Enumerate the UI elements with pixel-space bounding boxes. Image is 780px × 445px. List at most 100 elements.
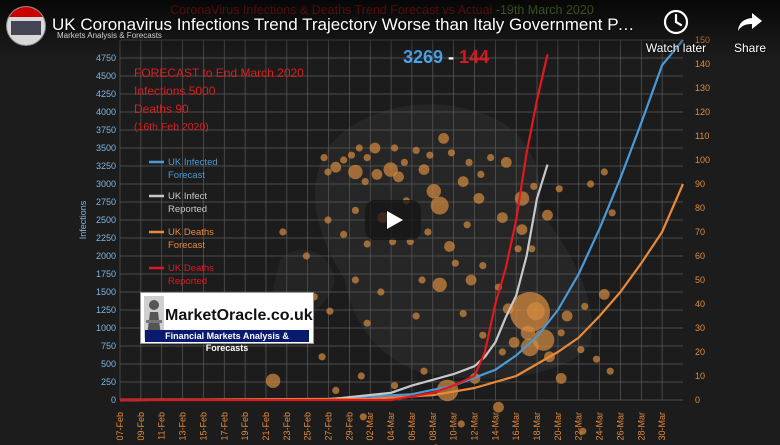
x-tick-label: 17-Feb	[219, 412, 229, 441]
share-arrow-icon	[738, 13, 762, 31]
map-bubble	[330, 161, 342, 173]
map-bubble	[600, 168, 608, 176]
x-tick-label: 07-Feb	[115, 412, 125, 441]
x-tick-label: 16-Mar	[511, 412, 521, 441]
map-bubble	[351, 276, 359, 284]
map-bubble	[412, 146, 420, 154]
x-tick-label: 11-Feb	[157, 412, 167, 440]
clock-icon	[663, 9, 689, 35]
x-tick-label: 04-Mar	[386, 412, 396, 441]
left-tick-label: 4500	[96, 71, 116, 81]
map-bubble	[357, 372, 365, 380]
x-axis: 07-Feb 09-Feb 11-Feb 13-Feb 15-Feb 17-Feb 19-F…	[115, 412, 667, 441]
video-title[interactable]: UK Coronavirus Infections Trend Trajecto…	[52, 15, 642, 34]
left-tick-label: 3750	[96, 125, 116, 135]
map-bubble	[498, 348, 506, 356]
map-bubble	[426, 151, 434, 159]
map-bubble	[465, 274, 477, 286]
series-line-uk-infected-forecast	[119, 39, 684, 402]
left-axis: 0 250 500 750 1000 1250 1500 1750 2000 2250 2500 27…	[78, 53, 116, 405]
x-tick-label: 20-Mar	[553, 412, 563, 441]
right-tick-label: 110	[695, 131, 709, 141]
map-bubble	[528, 245, 536, 253]
map-bubble	[369, 142, 381, 154]
right-tick-label: 120	[695, 107, 710, 117]
left-tick-label: 3000	[96, 179, 116, 189]
map-bubble	[302, 252, 310, 260]
share-button[interactable]: Share	[715, 8, 780, 55]
map-bubble	[363, 154, 371, 162]
map-bubble	[447, 149, 456, 157]
map-bubble	[326, 307, 334, 315]
legend: UK Infected Forecast UK Infect Reported UK D…	[149, 157, 218, 287]
map-bubble	[451, 259, 459, 267]
map-bubble	[426, 184, 441, 199]
map-bubble	[555, 373, 567, 384]
legend-label: Reported	[168, 276, 207, 287]
left-tick-label: 0	[111, 395, 116, 405]
map-bubble	[324, 216, 332, 224]
legend-label: Forecast	[168, 170, 205, 181]
map-bubble	[465, 158, 473, 166]
map-bubble	[430, 196, 449, 215]
x-tick-label: 25-Feb	[303, 412, 313, 441]
map-bubble	[520, 338, 539, 357]
map-bubble	[508, 337, 520, 348]
map-bubble	[514, 245, 522, 253]
marketoracle-logo: MarketOracle.co.uk Financial Markets Ana…	[140, 292, 314, 353]
map-bubble	[340, 156, 348, 164]
forecast-box: FORECAST to End March 2020 Infections 500…	[134, 66, 304, 133]
x-tick-label: 28-Mar	[636, 412, 646, 441]
right-tick-label: 10	[695, 371, 705, 381]
left-tick-label: 4750	[96, 53, 116, 63]
map-bubble	[608, 209, 616, 217]
watch-later-button[interactable]: Watch later	[641, 8, 711, 55]
x-tick-label: 23-Feb	[282, 412, 292, 441]
x-tick-label: 06-Mar	[407, 412, 417, 441]
right-axis: 0102030405060708090100110120130140150	[695, 35, 710, 405]
forecast-line: FORECAST to End March 2020	[134, 66, 304, 80]
map-bubble	[477, 170, 485, 178]
x-tick-label: 24-Mar	[595, 412, 605, 441]
right-tick-label: 90	[695, 179, 705, 189]
x-tick-label: 08-Mar	[428, 412, 438, 441]
x-tick-label: 13-Feb	[178, 412, 188, 441]
right-tick-label: 140	[695, 59, 710, 69]
map-bubble	[418, 276, 426, 284]
logo-name: MarketOracle.co.uk	[165, 307, 313, 324]
right-tick-label: 60	[695, 251, 705, 261]
share-label: Share	[733, 41, 767, 55]
left-tick-label: 3500	[96, 143, 116, 153]
legend-label: UK Infected	[168, 157, 218, 168]
channel-avatar[interactable]	[6, 6, 46, 46]
map-bubble	[514, 191, 530, 206]
x-tick-label: 15-Feb	[198, 412, 208, 441]
map-bubble	[473, 193, 485, 204]
x-tick-label: 09-Feb	[136, 412, 146, 441]
x-tick-label: 30-Mar	[657, 412, 667, 441]
legend-label: Forecast	[168, 240, 205, 251]
map-bubble	[444, 241, 455, 252]
right-tick-label: 80	[695, 203, 705, 213]
map-bubble	[363, 240, 371, 248]
map-bubble	[347, 151, 356, 159]
left-tick-label: 3250	[96, 161, 116, 171]
logo-tagline: Financial Markets Analysis & Forecasts	[145, 330, 309, 353]
x-tick-label: 21-Feb	[261, 412, 271, 441]
map-bubble	[361, 178, 369, 186]
right-tick-label: 0	[695, 395, 700, 405]
map-bubble	[457, 176, 469, 188]
map-bubble	[497, 212, 508, 224]
left-tick-label: 500	[101, 359, 116, 369]
map-bubble	[479, 331, 487, 339]
play-button[interactable]	[365, 200, 421, 240]
left-tick-label: 4250	[96, 89, 116, 99]
left-tick-label: 1250	[96, 305, 116, 315]
map-bubble	[577, 346, 585, 354]
x-tick-label: 27-Feb	[324, 412, 334, 441]
map-bubble	[265, 373, 281, 388]
map-bubble	[383, 162, 398, 177]
x-tick-label: 19-Feb	[240, 412, 250, 441]
player-top-bar	[0, 0, 780, 58]
